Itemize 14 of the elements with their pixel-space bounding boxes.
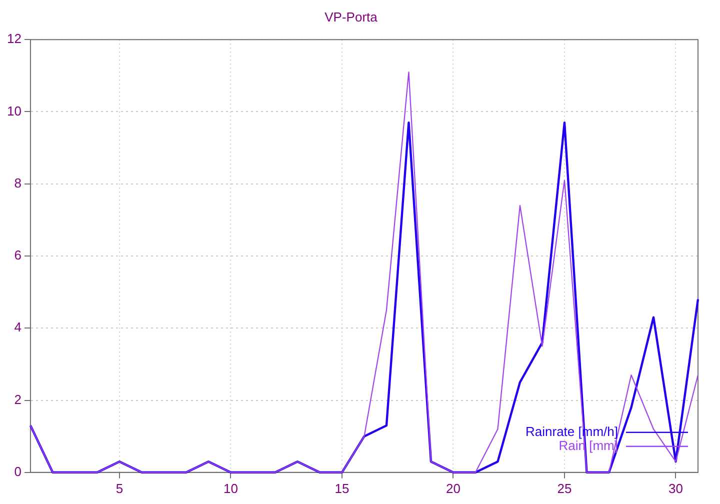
x-tick-label: 10 bbox=[223, 480, 238, 496]
y-tick-label: 4 bbox=[14, 320, 22, 335]
y-tick-label: 10 bbox=[6, 103, 22, 118]
x-tick-label: 15 bbox=[334, 480, 350, 496]
y-tick-label: 2 bbox=[14, 392, 22, 407]
x-tick-label: 5 bbox=[116, 480, 124, 496]
y-tick-label: 8 bbox=[14, 175, 22, 190]
y-tick-label: 6 bbox=[14, 248, 22, 263]
x-tick-label: 20 bbox=[446, 480, 460, 496]
y-tick-label: 0 bbox=[14, 464, 22, 479]
x-tick-label: 25 bbox=[557, 480, 572, 496]
chart-title: VP-Porta bbox=[324, 9, 378, 24]
y-tick-label: 12 bbox=[6, 31, 22, 46]
x-tick-label: 30 bbox=[668, 480, 683, 496]
